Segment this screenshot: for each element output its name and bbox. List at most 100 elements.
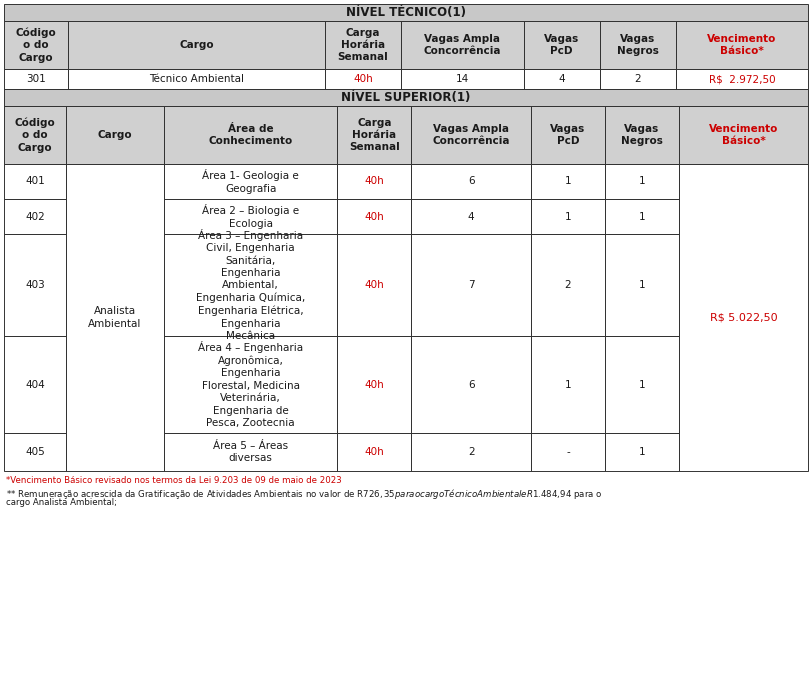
- Bar: [4, 21, 67, 69]
- Bar: [530, 433, 604, 471]
- Bar: [324, 69, 401, 89]
- Bar: [4, 4, 807, 21]
- Bar: [66, 106, 164, 164]
- Bar: [401, 69, 523, 89]
- Bar: [324, 21, 401, 69]
- Bar: [523, 21, 599, 69]
- Bar: [604, 433, 678, 471]
- Bar: [4, 21, 67, 69]
- Text: 40h: 40h: [353, 74, 372, 84]
- Bar: [411, 433, 530, 471]
- Text: Área 1- Geologia e
Geografia: Área 1- Geologia e Geografia: [202, 170, 298, 194]
- Bar: [411, 106, 530, 164]
- Bar: [530, 199, 604, 234]
- Bar: [4, 89, 807, 106]
- Bar: [4, 106, 66, 164]
- Text: NÍVEL SUPERIOR(1): NÍVEL SUPERIOR(1): [341, 91, 470, 104]
- Bar: [523, 69, 599, 89]
- Bar: [530, 164, 604, 199]
- Text: Vagas Ampla
Concorrência: Vagas Ampla Concorrência: [431, 124, 509, 146]
- Bar: [411, 164, 530, 199]
- Bar: [164, 199, 337, 234]
- Bar: [675, 21, 807, 69]
- Text: 40h: 40h: [364, 280, 384, 290]
- Text: Carga
Horária
Semanal: Carga Horária Semanal: [349, 117, 399, 153]
- Bar: [401, 21, 523, 69]
- Text: 7: 7: [467, 280, 474, 290]
- Text: Área de
Conhecimento: Área de Conhecimento: [208, 124, 293, 146]
- Bar: [411, 336, 530, 433]
- Bar: [164, 106, 337, 164]
- Bar: [4, 89, 807, 106]
- Text: Área 5 – Áreas
diversas: Área 5 – Áreas diversas: [212, 441, 288, 463]
- Bar: [4, 234, 66, 336]
- Bar: [675, 21, 807, 69]
- Text: Carga
Horária
Semanal: Carga Horária Semanal: [337, 28, 388, 62]
- Text: 1: 1: [637, 176, 645, 186]
- Bar: [164, 199, 337, 234]
- Text: Código
o do
Cargo: Código o do Cargo: [15, 27, 56, 62]
- Text: ** Remuneração acrescida da Gratificação de Atividades Ambientais no valor de R$: ** Remuneração acrescida da Gratificação…: [6, 487, 602, 501]
- Bar: [164, 336, 337, 433]
- Bar: [337, 106, 411, 164]
- Bar: [401, 69, 523, 89]
- Bar: [411, 199, 530, 234]
- Text: Cargo: Cargo: [179, 40, 213, 50]
- Bar: [411, 433, 530, 471]
- Text: 40h: 40h: [364, 212, 384, 222]
- Bar: [164, 106, 337, 164]
- Bar: [337, 433, 411, 471]
- Bar: [4, 4, 807, 21]
- Text: Código
o do
Cargo: Código o do Cargo: [15, 117, 55, 153]
- Bar: [599, 21, 675, 69]
- Bar: [337, 164, 411, 199]
- Text: 40h: 40h: [364, 176, 384, 186]
- Bar: [4, 69, 67, 89]
- Text: 1: 1: [564, 380, 570, 389]
- Bar: [604, 433, 678, 471]
- Bar: [164, 336, 337, 433]
- Text: Analista
Ambiental: Analista Ambiental: [88, 306, 142, 329]
- Text: Vagas
Negros: Vagas Negros: [616, 34, 658, 56]
- Bar: [604, 106, 678, 164]
- Text: Área 4 – Engenharia
Agronômica,
Engenharia
Florestal, Medicina
Veterinária,
Enge: Área 4 – Engenharia Agronômica, Engenhar…: [198, 341, 303, 428]
- Bar: [337, 106, 411, 164]
- Bar: [337, 433, 411, 471]
- Bar: [337, 336, 411, 433]
- Bar: [675, 69, 807, 89]
- Bar: [523, 69, 599, 89]
- Text: 402: 402: [25, 212, 45, 222]
- Bar: [4, 336, 66, 433]
- Bar: [67, 21, 324, 69]
- Bar: [4, 164, 66, 199]
- Text: Vencimento
Básico*: Vencimento Básico*: [708, 124, 777, 146]
- Bar: [530, 106, 604, 164]
- Bar: [337, 234, 411, 336]
- Bar: [604, 199, 678, 234]
- Text: 40h: 40h: [364, 447, 384, 457]
- Bar: [67, 21, 324, 69]
- Bar: [411, 199, 530, 234]
- Bar: [530, 234, 604, 336]
- Text: R$ 5.022,50: R$ 5.022,50: [709, 313, 776, 323]
- Text: R$  2.972,50: R$ 2.972,50: [708, 74, 775, 84]
- Text: 2: 2: [564, 280, 570, 290]
- Bar: [604, 199, 678, 234]
- Bar: [678, 106, 807, 164]
- Bar: [67, 69, 324, 89]
- Bar: [67, 69, 324, 89]
- Text: 2: 2: [633, 74, 640, 84]
- Text: 401: 401: [25, 176, 45, 186]
- Bar: [164, 164, 337, 199]
- Text: 4: 4: [558, 74, 564, 84]
- Bar: [66, 164, 164, 471]
- Bar: [4, 433, 66, 471]
- Bar: [411, 106, 530, 164]
- Bar: [337, 199, 411, 234]
- Text: 40h: 40h: [364, 380, 384, 389]
- Bar: [164, 164, 337, 199]
- Text: Técnico Ambiental: Técnico Ambiental: [148, 74, 243, 84]
- Bar: [164, 234, 337, 336]
- Text: cargo Analista Ambiental;: cargo Analista Ambiental;: [6, 498, 117, 507]
- Bar: [411, 234, 530, 336]
